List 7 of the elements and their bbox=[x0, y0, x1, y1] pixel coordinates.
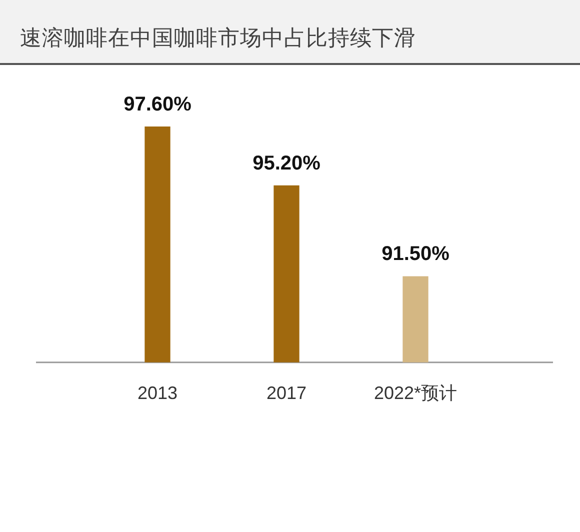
chart-title: 速溶咖啡在中国咖啡市场中占比持续下滑 bbox=[20, 26, 416, 52]
data-label: 91.50% bbox=[382, 243, 450, 266]
data-label: 97.60% bbox=[124, 93, 192, 116]
x-tick-label: 2013 bbox=[137, 383, 178, 404]
x-tick-label: 2022*预计 bbox=[374, 383, 458, 404]
data-label: 95.20% bbox=[252, 152, 321, 174]
x-tick-label: 2017 bbox=[266, 383, 307, 404]
